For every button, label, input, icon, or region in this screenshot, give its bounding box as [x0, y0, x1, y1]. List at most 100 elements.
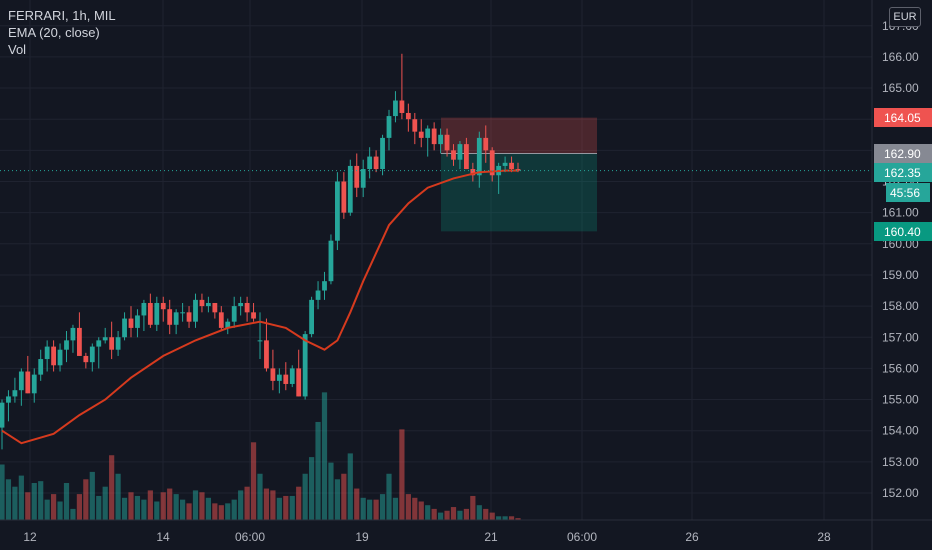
y-tick-label: 158.00	[882, 299, 919, 313]
volume-bar	[244, 486, 250, 520]
candle-body	[0, 402, 5, 428]
candle-body	[44, 346, 50, 360]
volume-bar	[334, 479, 340, 520]
volume-bar	[115, 473, 121, 520]
short-position-tool[interactable]	[441, 117, 597, 232]
volume-bar	[341, 473, 347, 520]
volume-bar	[25, 492, 31, 520]
candle-body	[399, 100, 405, 113]
y-tick-label: 161.00	[882, 206, 919, 220]
volume-bar	[418, 501, 424, 520]
legend-ema[interactable]: EMA (20, close)	[8, 25, 100, 40]
x-tick-label: 21	[484, 530, 498, 544]
x-tick-label: 19	[355, 530, 369, 544]
volume-bar	[270, 490, 276, 520]
price-badge-entry: 162.90	[874, 144, 932, 163]
volume-bar	[263, 488, 270, 520]
candle-body	[373, 156, 379, 170]
volume-bar	[192, 490, 199, 520]
volume-bar	[96, 495, 102, 520]
candle-body	[367, 156, 373, 170]
candle-body	[476, 137, 482, 176]
candle-body	[276, 374, 282, 381]
candle-body	[438, 134, 443, 145]
candle-body	[405, 112, 411, 120]
volume-bar	[212, 503, 218, 520]
candle-body	[141, 302, 147, 316]
candle-body	[231, 306, 237, 322]
volume-bar	[70, 508, 76, 520]
volume-bar	[231, 499, 237, 520]
candlesticks	[0, 53, 521, 450]
candle-body	[335, 181, 340, 241]
candle-body	[193, 299, 198, 322]
legend-volume[interactable]: Vol	[8, 42, 27, 57]
countdown-badge: 45:56	[886, 183, 930, 202]
volume-bar	[463, 508, 469, 520]
price-badge-stop: 164.05	[874, 108, 932, 127]
volume-bar	[405, 494, 411, 520]
candle-body	[464, 144, 469, 170]
candle-body	[173, 312, 179, 325]
candle-body	[451, 150, 456, 160]
volume-bar	[128, 492, 134, 520]
volume-bar	[515, 518, 521, 520]
volume-bar	[438, 512, 444, 520]
volume-bar	[360, 497, 366, 520]
volume-bar	[476, 505, 482, 520]
y-tick-label: 155.00	[882, 393, 919, 407]
candle-body	[509, 162, 514, 170]
volume-bar	[347, 453, 353, 520]
volume-bar	[160, 492, 166, 520]
candle-body	[283, 374, 289, 384]
candle-body	[444, 134, 450, 151]
volume-bar	[225, 503, 231, 520]
volume-bar	[392, 497, 399, 520]
y-tick-label: 165.00	[882, 81, 919, 95]
price-badge-target-text: 160.40	[884, 225, 921, 239]
volume-bar	[83, 479, 89, 520]
candle-body	[251, 312, 256, 319]
volume-bar	[141, 499, 147, 520]
candle-body	[502, 162, 508, 166]
candle-body	[83, 355, 89, 363]
currency-button[interactable]: EUR	[889, 7, 921, 27]
volume-bar	[173, 494, 179, 520]
candle-body	[483, 137, 489, 151]
candle-body	[418, 131, 424, 138]
price-badge-target: 160.40	[874, 222, 932, 241]
candle-body	[412, 119, 418, 132]
candle-body	[57, 349, 63, 366]
price-badge-stop-text: 164.05	[884, 111, 921, 125]
candle-body	[289, 368, 295, 384]
volume-bar	[502, 516, 508, 520]
candle-body	[160, 302, 166, 310]
y-tick-label: 154.00	[882, 424, 919, 438]
candle-body	[489, 150, 495, 176]
candle-body	[322, 281, 327, 291]
volume-bar	[302, 473, 308, 520]
volume-bar	[147, 490, 153, 520]
volume-bar	[18, 475, 24, 520]
candle-body	[328, 240, 334, 282]
countdown-text: 45:56	[890, 186, 920, 200]
time-axis[interactable]: 12 14 06:00 19 21 06:00 26 28	[23, 530, 831, 544]
candle-body	[199, 299, 205, 307]
candle-body	[360, 169, 366, 188]
candle-body	[206, 302, 211, 307]
candle-body	[264, 340, 269, 369]
candle-body	[180, 312, 185, 314]
volume-bar	[489, 512, 495, 520]
candle-body	[128, 318, 134, 328]
candle-body	[393, 100, 398, 117]
candle-body	[51, 346, 56, 366]
candle-body	[122, 318, 127, 338]
volume-bar	[483, 508, 489, 520]
volume-bar	[31, 483, 37, 520]
candle-body	[186, 312, 192, 322]
legend-symbol[interactable]: FERRARI, 1h, MIL	[8, 8, 116, 23]
y-tick-label: 159.00	[882, 268, 919, 282]
candle-body	[147, 302, 153, 325]
x-tick-label: 06:00	[567, 530, 597, 544]
